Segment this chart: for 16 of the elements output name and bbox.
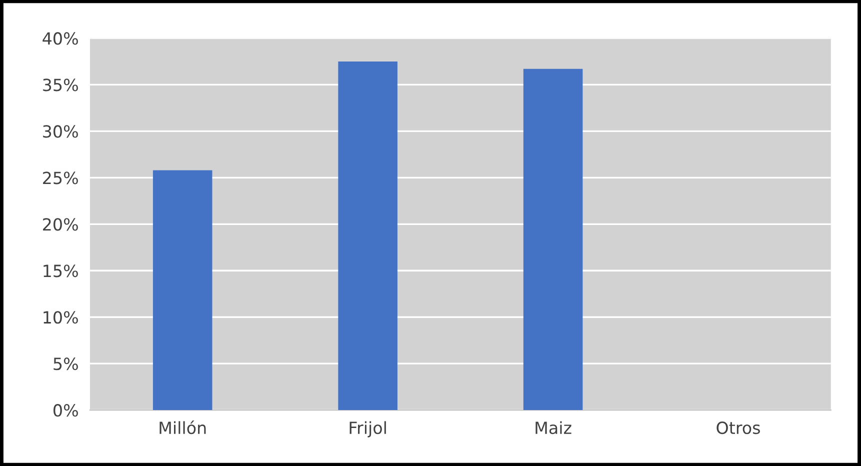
x-tick-label: Frijol [350, 421, 386, 438]
y-tick-label: 35% [43, 78, 78, 92]
y-tick-label: 15% [44, 264, 78, 278]
y-tick-label: 0% [54, 404, 78, 417]
bar [523, 68, 583, 410]
y-tick-label: 5% [54, 358, 78, 370]
y-tick-label: 25% [43, 172, 78, 184]
x-tick-label: Millón [160, 420, 206, 434]
bar [338, 61, 398, 410]
y-tick-label: 30% [43, 125, 78, 138]
x-tick-label: Otros [716, 421, 760, 434]
y-tick-label: 40% [42, 32, 78, 45]
x-tick-label: Maiz [536, 421, 572, 434]
bar [152, 170, 212, 410]
y-tick-label: 10% [44, 311, 78, 324]
y-tick-label: 20% [43, 218, 78, 231]
